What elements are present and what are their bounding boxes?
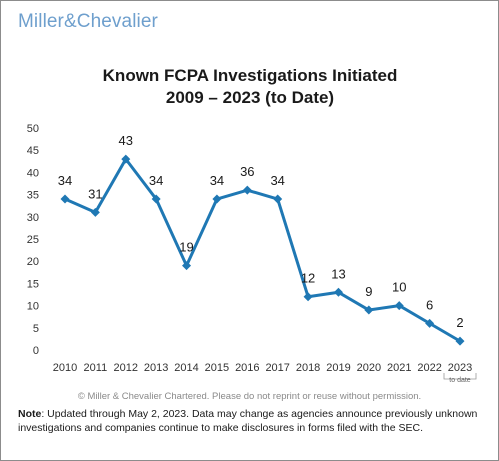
data-label: 34 [149,173,163,188]
x-tick-label: 2021 [387,362,411,374]
note-label: Note [18,408,42,420]
data-labels: 34 31 43 34 19 34 36 34 12 13 9 10 6 2 [58,133,464,330]
data-label: 34 [210,173,224,188]
data-point-marker [121,154,131,164]
y-tick-label: 50 [27,123,39,135]
y-tick-label: 15 [27,278,39,290]
x-tick-label: 2012 [114,362,138,374]
x-tick-label: 2016 [235,362,259,374]
data-point-marker [242,185,252,195]
x-tick-label: 2018 [296,362,320,374]
annotations: to date [443,373,477,384]
brand-ampersand: & [64,11,77,32]
footnote: Note: Updated through May 2, 2023. Data … [18,407,486,435]
x-tick-label: 2015 [205,362,229,374]
data-label: 9 [365,284,372,299]
x-tick-label: 2019 [326,362,350,374]
data-point-marker [151,194,161,204]
x-axis: 2010 2011 2012 2013 2014 2015 2016 2017 2018 2019… [53,362,472,374]
y-axis: 0 5 10 15 20 25 30 35 40 45 50 [27,123,39,357]
data-label: 19 [179,240,193,255]
data-label: 34 [58,173,72,188]
chart-title-line-1: Known FCPA Investigations Initiated [103,66,398,85]
y-tick-label: 20 [27,256,39,268]
x-tick-label: 2014 [174,362,198,374]
y-tick-label: 10 [27,301,39,313]
data-label: 43 [119,133,133,148]
x-tick-label: 2011 [84,362,108,374]
data-point-marker [90,207,100,217]
data-point-marker [394,301,404,311]
y-tick-label: 40 [27,167,39,179]
x-tick-label: 2010 [53,362,77,374]
x-tick-label: 2022 [417,362,441,374]
y-tick-label: 30 [27,212,39,224]
data-point-marker [60,194,70,204]
annotation-bracket [443,373,477,380]
data-label: 34 [270,173,284,188]
data-point-marker [333,287,343,297]
x-tick-label: 2013 [144,362,168,374]
data-label: 6 [426,297,433,312]
line-chart: Known FCPA Investigations Initiated 2009… [27,66,477,384]
annotation-label: to date [449,377,471,384]
data-point-marker [303,292,313,302]
data-point-marker [182,261,192,271]
data-point-marker [364,305,374,315]
brand-name-part1: Miller [18,11,64,32]
data-label: 2 [456,315,463,330]
x-tick-label: 2020 [357,362,381,374]
chart-title-line-2: 2009 – 2023 (to Date) [166,88,334,107]
data-point-marker [425,318,435,328]
series-layer [60,154,465,346]
copyright-notice: © Miller & Chevalier Chartered. Please d… [77,391,422,402]
y-tick-label: 35 [27,190,39,202]
brand-logo: Miller&Chevalier [18,11,158,33]
data-label: 13 [331,266,345,281]
brand-name-part2: Chevalier [76,11,158,32]
y-tick-label: 25 [27,234,39,246]
data-label: 10 [392,280,406,295]
note-text: : Updated through May 2, 2023. Data may … [18,408,478,434]
y-tick-label: 5 [33,323,39,335]
x-tick-label: 2017 [265,362,289,374]
x-tick-label: 2023 [448,362,472,374]
data-label: 31 [88,186,102,201]
data-label: 36 [240,164,254,179]
series-line [64,157,461,343]
y-tick-label: 0 [33,345,39,357]
y-tick-label: 45 [27,145,39,157]
data-point-marker [212,194,222,204]
data-point-marker [455,336,465,346]
data-point-marker [273,194,283,204]
data-label: 12 [301,271,315,286]
